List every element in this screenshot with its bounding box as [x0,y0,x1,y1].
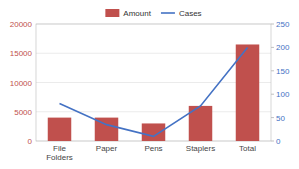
y-tick-label: 0 [28,137,33,146]
y-tick-label: 15000 [10,49,33,58]
x-tick-label: Pens [144,144,162,153]
y2-tick-label: 150 [276,67,290,76]
x-tick-label-line: Staplers [186,144,215,153]
x-tick-label-line: Total [239,144,256,153]
data [48,44,260,141]
legend: Amount Cases [105,9,201,18]
y2-tick-label: 0 [276,137,281,146]
legend-swatch [105,9,119,17]
x-tick-label: FileFolders [46,144,73,162]
y2-tick-label: 200 [276,43,290,52]
y2-tick-label: 100 [276,90,290,99]
y2-tick-label: 50 [276,114,285,123]
legend-label: Amount [123,9,151,18]
x-tick-label: Staplers [186,144,215,153]
y-tick-label: 5000 [14,108,32,117]
legend-item: Cases [161,9,202,18]
axes: 0 5000 10000 15000 20000 0 50 100 150 200 250 FileF… [10,20,290,162]
legend-swatch [161,12,175,14]
plot-frame [36,24,271,141]
legend-items: Amount Cases [105,9,201,18]
y-tick-label: 20000 [10,20,33,29]
line [60,47,248,136]
bar [142,123,166,141]
x-tick-label: Total [239,144,256,153]
y2-tick [271,24,274,25]
x-tick-label-line: Paper [96,144,118,153]
y2-tick [271,47,274,48]
bar [48,118,72,141]
bar [236,44,260,141]
y-tick-label: 10000 [10,79,33,88]
y2-tick-label: 250 [276,20,290,29]
y2-tick [271,141,274,142]
x-tick-label-line: Folders [46,153,73,162]
x-tick-label-line: Pens [144,144,162,153]
y2-tick [271,94,274,95]
legend-label: Cases [179,9,202,18]
y2-tick [271,70,274,71]
x-tick-label: Paper [96,144,118,153]
legend-item: Amount [105,9,151,18]
chart: 0 5000 10000 15000 20000 0 50 100 150 200 250 FileF… [0,0,299,169]
y2-tick [271,117,274,118]
x-tick-label-line: File [53,144,66,153]
